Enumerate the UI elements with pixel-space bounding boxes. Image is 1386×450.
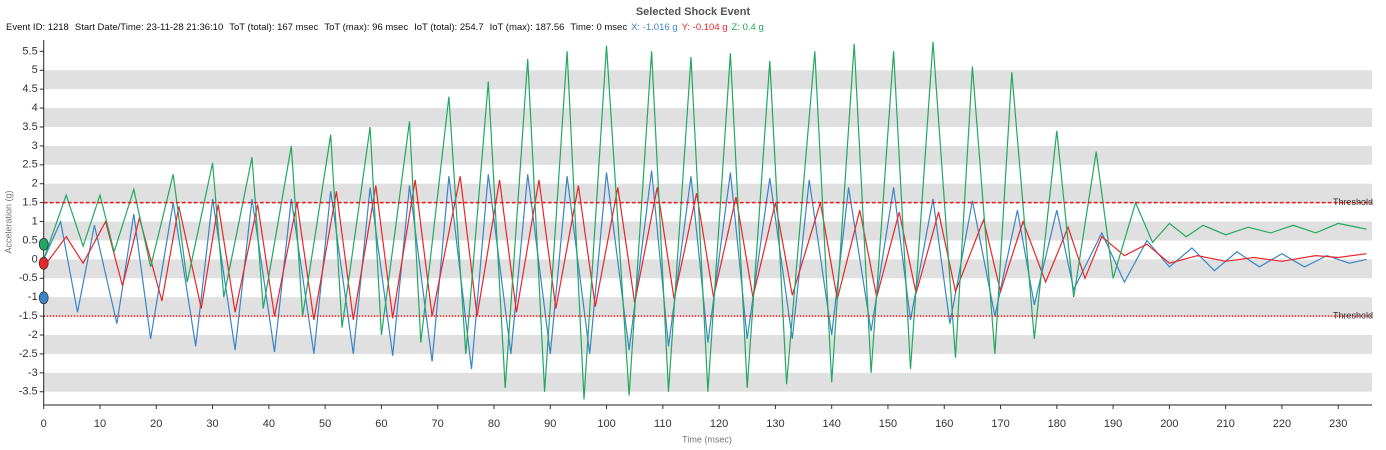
info-field: Event ID: 1218 <box>6 22 69 33</box>
info-field: IoT (total): 254.7 <box>414 22 484 33</box>
cursor-marker <box>38 237 49 251</box>
x-tick-label: 120 <box>710 418 728 430</box>
grid-band <box>43 108 1373 127</box>
y-tick-label: -2 <box>28 329 38 341</box>
x-tick-label: 0 <box>41 418 47 430</box>
x-tick-label: 110 <box>654 418 672 430</box>
series-line <box>43 41 1367 400</box>
x-tick-label: 190 <box>1104 418 1122 430</box>
y-axis-label: Acceleration (g) <box>3 190 13 253</box>
threshold-label: Threshold <box>1333 310 1373 320</box>
x-tick-label: 20 <box>150 418 162 430</box>
y-tick-label: 1 <box>32 215 38 227</box>
grid-band <box>43 297 1373 317</box>
readout: Y: -0.104 g <box>682 22 728 33</box>
x-tick-label: 170 <box>991 418 1009 430</box>
grid-band <box>43 259 1373 279</box>
x-tick-label: 100 <box>597 418 615 430</box>
cursor-marker <box>38 256 49 270</box>
info-field: ToT (max): 96 msec <box>324 22 408 33</box>
x-tick-label: 70 <box>432 418 444 430</box>
y-tick-label: -1 <box>28 291 38 303</box>
threshold-label: Threshold <box>1333 197 1373 207</box>
x-tick-label: 150 <box>879 418 897 430</box>
grid-band <box>43 335 1373 354</box>
grid-band <box>43 145 1373 165</box>
y-tick-label: 2 <box>32 178 38 190</box>
x-tick-label: 160 <box>935 418 953 430</box>
y-tick-label: 3.5 <box>22 121 37 133</box>
x-tick-label: 220 <box>1273 418 1291 430</box>
overlay: -3.5 -3 -2.5 -2 -1.5 -1 -0.5 0 0.5 1 1.5 2 2.5 3 3.5 4 4… <box>19 40 1373 430</box>
y-tick-label: 2.5 <box>22 159 37 171</box>
series-line <box>43 170 1367 370</box>
y-tick-label: 0 <box>32 253 38 265</box>
info-field: Time: 0 msec <box>570 22 627 33</box>
y-tick-label: -2.5 <box>19 348 38 360</box>
y-tick-label: 5.5 <box>22 45 37 57</box>
event-info: Event ID: 1218 Start Date/Time: 23-11-28 … <box>6 22 764 33</box>
readout: X: -1.016 g <box>631 22 677 33</box>
x-tick-label: 230 <box>1329 418 1347 430</box>
y-tick-label: 4 <box>32 102 38 114</box>
x-tick-label: 10 <box>94 418 106 430</box>
info-field: IoT (max): 187.56 <box>490 22 565 33</box>
grid-band <box>43 70 1373 90</box>
readout: Z: 0.4 g <box>732 22 764 33</box>
x-tick-label: 30 <box>206 418 218 430</box>
info-field: ToT (total): 167 msec <box>229 22 318 33</box>
grid-band <box>43 221 1373 241</box>
y-tick-label: -0.5 <box>19 272 38 284</box>
grid-bands <box>43 70 1373 392</box>
y-tick-label: 5 <box>32 64 38 76</box>
x-tick-label: 140 <box>822 418 840 430</box>
info-field: Start Date/Time: 23-11-28 21:36:10 <box>75 22 223 33</box>
y-tick-label: 3 <box>32 140 38 152</box>
x-tick-label: 200 <box>1160 418 1178 430</box>
x-axis-label: Time (msec) <box>682 434 732 444</box>
y-tick-label: 1.5 <box>22 197 37 209</box>
plot-lines <box>43 41 1367 400</box>
y-tick-label: -1.5 <box>19 310 38 322</box>
x-tick-label: 180 <box>1048 418 1066 430</box>
x-tick-label: 210 <box>1216 418 1234 430</box>
cursor-marker <box>38 291 49 305</box>
x-tick-label: 50 <box>319 418 331 430</box>
x-tick-label: 60 <box>375 418 387 430</box>
y-tick-label: -3.5 <box>19 386 38 398</box>
x-tick-label: 40 <box>263 418 275 430</box>
y-tick-label: 4.5 <box>22 83 37 95</box>
series-line <box>43 176 1367 321</box>
x-tick-label: 130 <box>766 418 784 430</box>
x-tick-label: 90 <box>544 418 556 430</box>
x-tick-label: 80 <box>488 418 500 430</box>
y-tick-label: -3 <box>28 367 38 379</box>
chart-title: Selected Shock Event <box>636 6 751 18</box>
y-tick-label: 0.5 <box>22 234 37 246</box>
